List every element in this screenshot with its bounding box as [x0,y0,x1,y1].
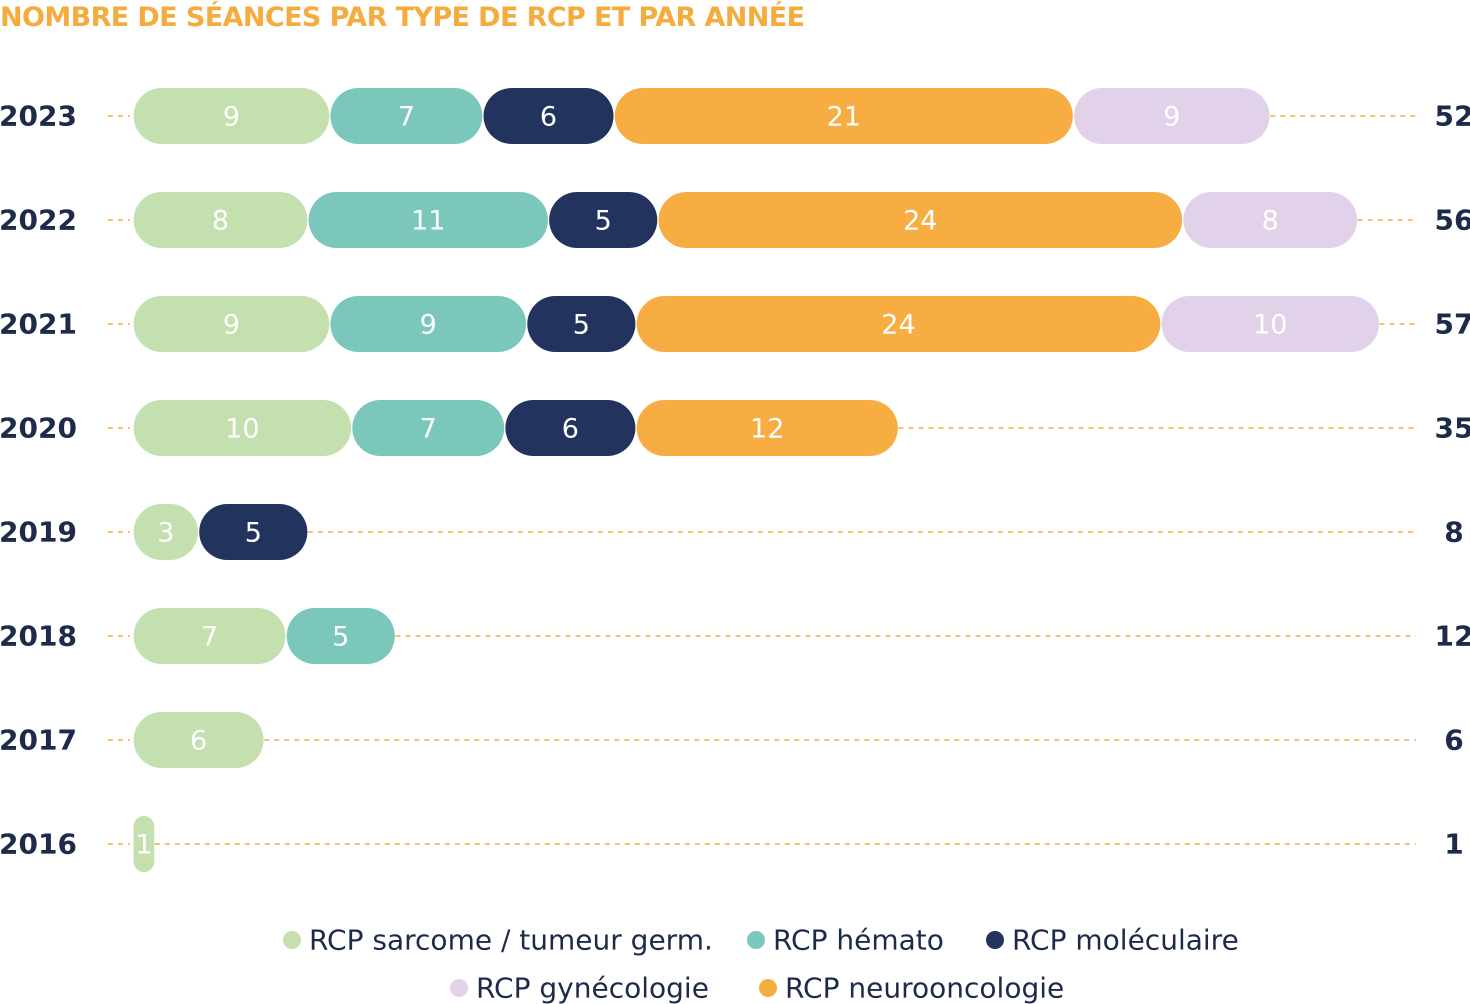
bar-rcp-moleculaire-2020 [505,400,636,456]
bar-label-rcp-hemato-2021: 9 [420,310,437,341]
bar-rcp-hemato-2022 [308,192,548,248]
bar-rcp-hemato-2018 [286,608,395,664]
bar-rcp-moleculaire-2022 [549,192,658,248]
legend-label: RCP neurooncologie [785,972,1064,1004]
bar-label-rcp-moleculaire-2020: 6 [562,414,579,445]
bar-label-rcp-gynecologie-2022: 8 [1262,206,1279,237]
bar-rcp-moleculaire-2021 [527,296,636,352]
bar-rcp-moleculaire-2023 [483,88,614,144]
bar-label-rcp-hemato-2023: 7 [398,102,415,133]
bars: 9 7 6 21 9 8 11 5 24 8 9 9 5 24 10 10 7 6 12 3 5 7 5 6 1 [133,88,1379,872]
total-label-2021: 57 [1435,308,1470,341]
bar-label-rcp-neurooncologie-2023: 21 [827,102,861,133]
legend-item-rcp-gynecologie: RCP gynécologie [450,972,709,1004]
bar-label-rcp-hemato-2022: 11 [411,206,445,237]
total-label-2020: 35 [1435,412,1470,445]
bar-rcp-sarcome-tumeur-germ-2021 [133,296,330,352]
bar-label-rcp-gynecologie-2021: 10 [1253,310,1287,341]
total-label-2018: 12 [1435,620,1470,653]
bar-label-rcp-neurooncologie-2020: 12 [750,414,784,445]
legend-swatch [747,931,765,949]
bar-label-rcp-sarcome-tumeur-germ-2021: 9 [223,310,240,341]
bar-label-rcp-gynecologie-2023: 9 [1163,102,1180,133]
bar-rcp-sarcome-tumeur-germ-2022 [133,192,308,248]
year-label-2022: 2022 [0,204,77,237]
total-labels: 52 56 57 35 8 12 6 1 [1435,100,1470,861]
legend-label: RCP hémato [773,924,944,957]
bar-label-rcp-neurooncologie-2022: 24 [903,206,937,237]
bar-label-rcp-sarcome-tumeur-germ-2023: 9 [223,102,240,133]
bar-rcp-neurooncologie-2023 [614,88,1073,144]
legend-swatch [283,931,301,949]
bar-label-rcp-moleculaire-2021: 5 [573,310,590,341]
bar-label-rcp-hemato-2020: 7 [420,414,437,445]
year-label-2018: 2018 [0,620,77,653]
bar-label-rcp-sarcome-tumeur-germ-2018: 7 [201,622,218,653]
legend-item-rcp-neurooncologie: RCP neurooncologie [759,972,1064,1004]
total-label-2019: 8 [1444,516,1463,549]
bar-rcp-neurooncologie-2020 [636,400,898,456]
chart-title: NOMBRE DE SÉANCES PAR TYPE DE RCP ET PAR… [0,2,805,33]
legend-label: RCP moléculaire [1012,924,1239,957]
bar-label-rcp-sarcome-tumeur-germ-2017: 6 [190,726,207,757]
legend-item-rcp-sarcome-tumeur-germ: RCP sarcome / tumeur germ. [283,924,713,957]
bar-rcp-sarcome-tumeur-germ-2020 [133,400,352,456]
bar-rcp-neurooncologie-2021 [636,296,1161,352]
bar-rcp-neurooncologie-2022 [658,192,1183,248]
year-label-2019: 2019 [0,516,77,549]
legend-label: RCP sarcome / tumeur germ. [309,924,713,957]
bar-label-rcp-sarcome-tumeur-germ-2020: 10 [225,414,259,445]
bar-rcp-sarcome-tumeur-germ-2016 [133,816,155,872]
bar-label-rcp-sarcome-tumeur-germ-2022: 8 [212,206,229,237]
bar-label-rcp-moleculaire-2023: 6 [540,102,557,133]
guide-lines [108,115,1416,845]
legend-item-rcp-hemato: RCP hémato [747,924,944,957]
bar-label-rcp-moleculaire-2022: 5 [595,206,612,237]
bar-label-rcp-sarcome-tumeur-germ-2019: 3 [157,518,174,549]
year-label-2016: 2016 [0,828,77,861]
legend-swatch [986,931,1004,949]
bar-label-rcp-neurooncologie-2021: 24 [881,310,915,341]
bar-rcp-hemato-2021 [330,296,527,352]
bar-label-rcp-moleculaire-2019: 5 [245,518,262,549]
total-label-2017: 6 [1444,724,1463,757]
bar-label-rcp-sarcome-tumeur-germ-2016: 1 [135,830,152,861]
bar-rcp-gynecologie-2022 [1183,192,1358,248]
year-label-2021: 2021 [0,308,77,341]
year-label-2023: 2023 [0,100,77,133]
legend-label: RCP gynécologie [476,972,709,1004]
legend-item-rcp-moleculaire: RCP moléculaire [986,924,1239,957]
total-label-2016: 1 [1444,828,1463,861]
bar-rcp-sarcome-tumeur-germ-2017 [133,712,264,768]
legend-swatch [759,979,777,997]
bar-rcp-sarcome-tumeur-germ-2018 [133,608,286,664]
bar-label-rcp-hemato-2018: 5 [332,622,349,653]
bar-rcp-gynecologie-2023 [1074,88,1270,144]
year-label-2017: 2017 [0,724,77,757]
bar-rcp-sarcome-tumeur-germ-2023 [133,88,330,144]
bar-rcp-gynecologie-2021 [1161,296,1379,352]
bar-rcp-sarcome-tumeur-germ-2019 [133,504,199,560]
legend: RCP sarcome / tumeur germ. RCP hémato RCP … [283,924,1239,1004]
bar-rcp-hemato-2020 [352,400,505,456]
total-label-2022: 56 [1435,204,1470,237]
bar-rcp-moleculaire-2019 [199,504,308,560]
year-label-2020: 2020 [0,412,77,445]
bar-rcp-hemato-2023 [330,88,483,144]
year-labels: 2023 2022 2021 2020 2019 2018 2017 2016 [0,100,77,861]
total-label-2023: 52 [1435,100,1470,133]
legend-swatch [450,979,468,997]
